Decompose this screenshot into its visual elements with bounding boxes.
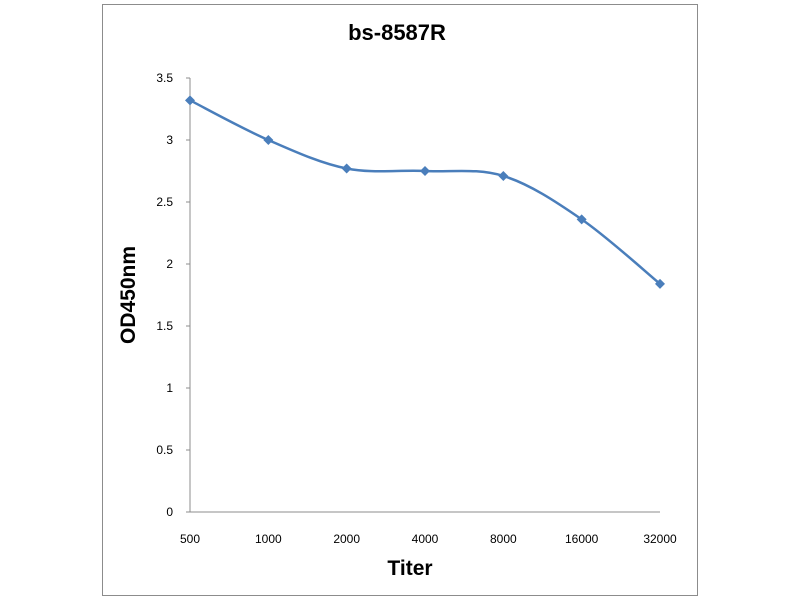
x-axis-ticks: 500 1000 2000 4000 8000 16000 32000 (180, 532, 677, 546)
data-point-marker (498, 170, 509, 181)
y-tick-label: 0 (166, 505, 173, 519)
y-tick-label: 1 (166, 381, 173, 395)
x-tick-label: 16000 (565, 532, 599, 546)
x-tick-label: 1000 (255, 532, 282, 546)
y-tick-label: 0.5 (156, 443, 173, 457)
y-tick-label: 3.5 (156, 71, 173, 85)
x-tick-label: 500 (180, 532, 200, 546)
x-tick-label: 32000 (643, 532, 677, 546)
x-tick-label: 8000 (490, 532, 517, 546)
data-point-marker (341, 163, 352, 174)
data-point-marker (263, 135, 274, 145)
y-tick-label: 2 (166, 257, 173, 271)
x-tick-label: 2000 (333, 532, 360, 546)
y-tick-label: 3 (166, 133, 173, 147)
x-axis-title: Titer (387, 557, 432, 580)
y-axis-ticks: 0 0.5 1 1.5 2 2.5 3 3.5 (156, 71, 190, 519)
data-point-marker (185, 95, 195, 106)
data-point-marker (655, 278, 665, 289)
data-point-marker (576, 214, 587, 225)
y-axis-title: OD450nm (117, 246, 140, 344)
series-markers (185, 95, 665, 289)
y-tick-label: 1.5 (156, 319, 173, 333)
chart-title: bs-8587R (348, 20, 446, 45)
series-line (189, 99, 661, 285)
chart-frame (102, 4, 698, 596)
y-tick-label: 2.5 (156, 195, 173, 209)
data-point-marker (420, 166, 430, 176)
x-tick-label: 4000 (412, 532, 439, 546)
